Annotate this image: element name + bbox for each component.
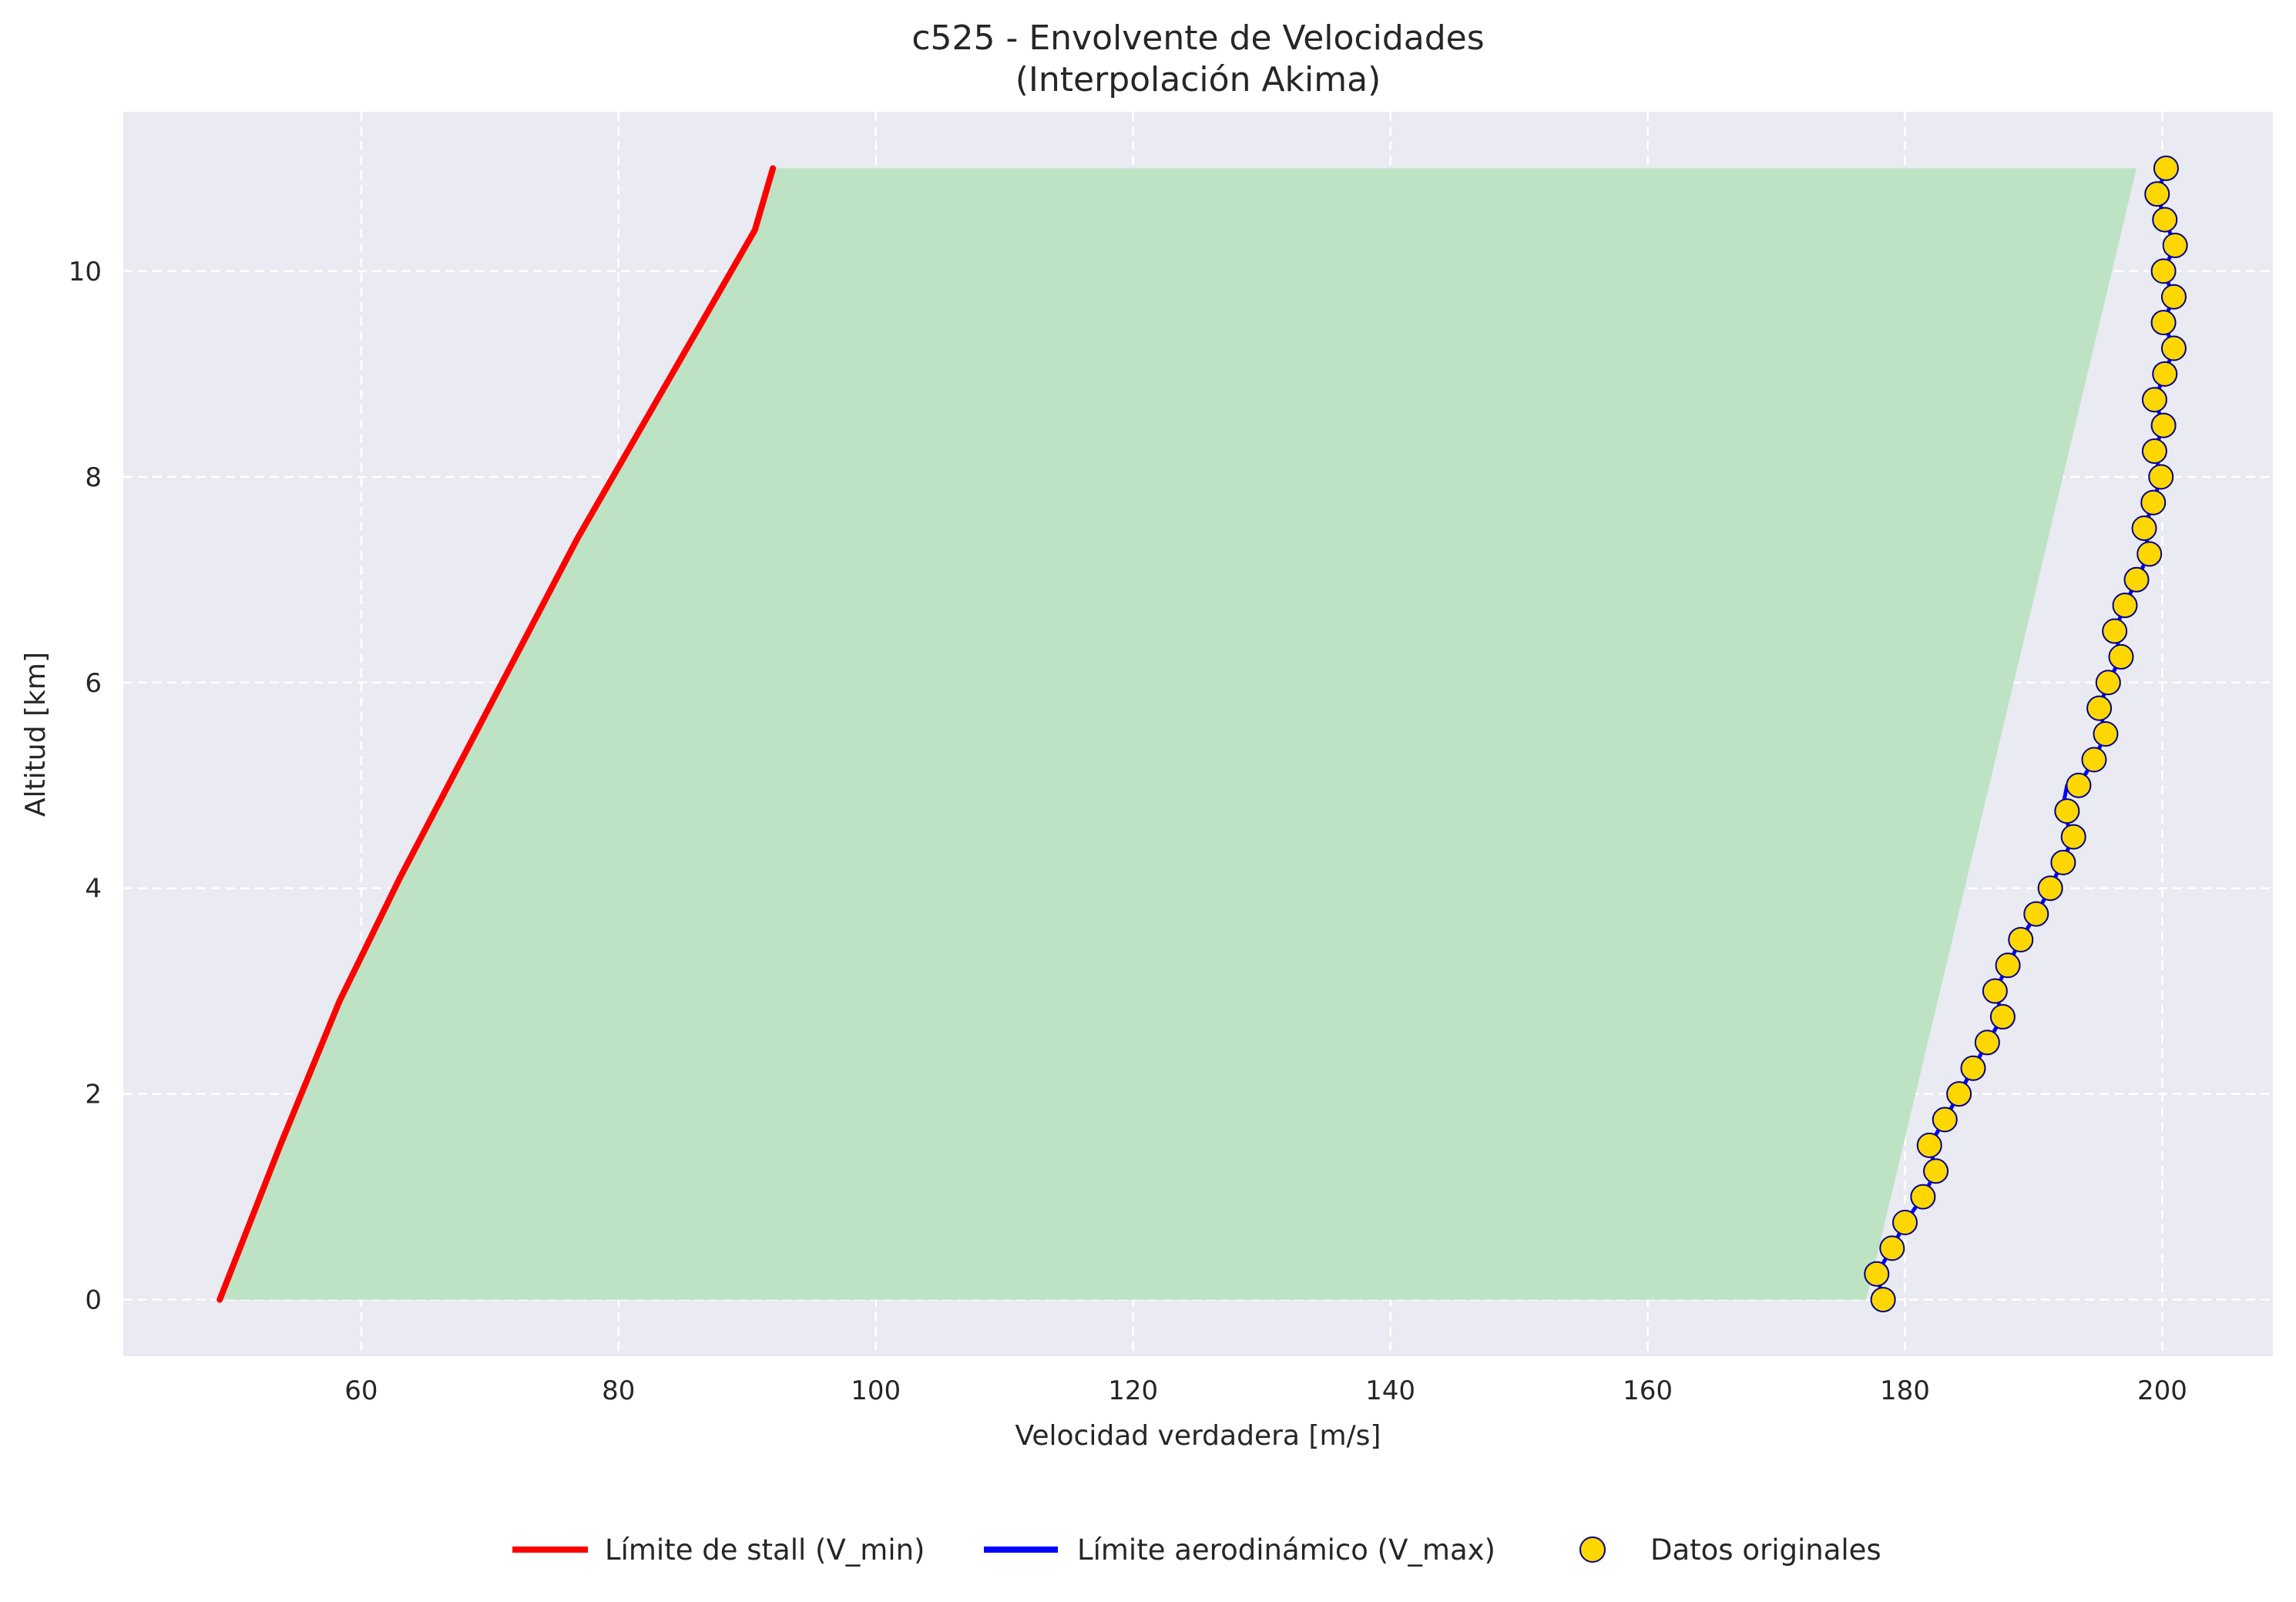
y-tick-label: 6 (85, 668, 102, 699)
chart-subtitle: (Interpolación Akima) (1015, 60, 1381, 99)
vmin-line (217, 165, 777, 1303)
data-point-marker (2152, 361, 2178, 387)
legend-label-vmax: Límite aerodinámico (V_max) (1077, 1533, 1495, 1567)
legend-label-vmin: Límite de stall (V_min) (605, 1533, 925, 1567)
data-point-marker (2162, 233, 2188, 259)
data-point-marker (2150, 310, 2177, 336)
data-point-marker (2141, 438, 2167, 464)
x-tick-label: 180 (1880, 1375, 1930, 1406)
y-tick-label: 8 (85, 462, 102, 493)
data-point-marker (2037, 875, 2063, 902)
x-tick-label: 120 (1108, 1375, 1158, 1406)
data-point-marker (2008, 926, 2034, 952)
data-point-marker (2123, 566, 2150, 593)
y-tick-label: 10 (69, 257, 102, 287)
y-tick-label: 4 (85, 874, 102, 905)
data-point-marker (1864, 1261, 1890, 1287)
flight-envelope-fill (220, 168, 2137, 1300)
x-tick-labels: 60 80 100 120 140 160 180 200 (344, 1375, 2187, 1406)
chart-title: c525 - Envolvente de Velocidades (911, 18, 1484, 58)
data-point-marker (2108, 643, 2134, 670)
data-point-marker (1995, 952, 2021, 979)
x-axis-label: Velocidad verdadera [m/s] (1015, 1420, 1381, 1452)
data-point-marker (1923, 1158, 1949, 1184)
data-point-marker (1916, 1132, 1942, 1158)
data-point-marker (1982, 978, 2008, 1004)
y-tick-labels: 0 2 4 6 8 10 (69, 257, 102, 1316)
data-point-marker (2112, 593, 2138, 619)
data-point-marker (2050, 849, 2076, 875)
data-point-marker (2150, 412, 2177, 438)
data-point-marker (2131, 516, 2157, 542)
data-point-marker (1974, 1029, 2000, 1056)
data-point-marker (2066, 772, 2092, 798)
data-point-marker (2093, 721, 2119, 747)
data-point-marker (2060, 824, 2086, 850)
data-point-marker (2152, 207, 2178, 233)
data-point-marker (2081, 747, 2107, 773)
data-point-marker (2160, 335, 2187, 361)
data-point-marker (2141, 387, 2167, 413)
data-markers (1864, 155, 2188, 1313)
data-point-marker (1910, 1184, 1936, 1210)
x-tick-label: 200 (2137, 1375, 2187, 1406)
data-point-marker (2086, 695, 2113, 721)
data-point-marker (2148, 464, 2174, 490)
legend-label-markers: Datos originales (1650, 1533, 1881, 1567)
data-point-marker (1879, 1235, 1905, 1261)
data-point-marker (1960, 1055, 1986, 1081)
x-tick-label: 80 (602, 1375, 635, 1406)
data-point-marker (2095, 670, 2121, 696)
x-tick-label: 60 (344, 1375, 378, 1406)
data-point-marker (1946, 1081, 1972, 1107)
legend: Límite de stall (V_min) Límite aerodinám… (512, 1533, 1881, 1567)
data-point-marker (2054, 798, 2080, 825)
data-point-marker (1892, 1209, 1918, 1235)
data-point-marker (1989, 1004, 2016, 1030)
y-tick-label: 2 (85, 1080, 102, 1110)
data-point-marker (2102, 618, 2128, 644)
x-tick-label: 140 (1365, 1375, 1415, 1406)
x-tick-label: 100 (851, 1375, 901, 1406)
data-point-marker (2153, 155, 2179, 181)
data-point-marker (2137, 541, 2163, 567)
data-point-marker (2144, 181, 2170, 207)
data-point-marker (1932, 1107, 1958, 1133)
x-tick-label: 160 (1623, 1375, 1673, 1406)
y-tick-label: 0 (85, 1285, 102, 1316)
data-point-marker (1870, 1287, 1896, 1313)
legend-swatch-markers (1579, 1537, 1606, 1563)
data-point-marker (2023, 901, 2049, 927)
y-axis-label: Altitud [km] (20, 652, 52, 817)
data-point-marker (2160, 284, 2187, 310)
data-point-marker (2150, 258, 2177, 284)
data-point-marker (2140, 489, 2167, 516)
